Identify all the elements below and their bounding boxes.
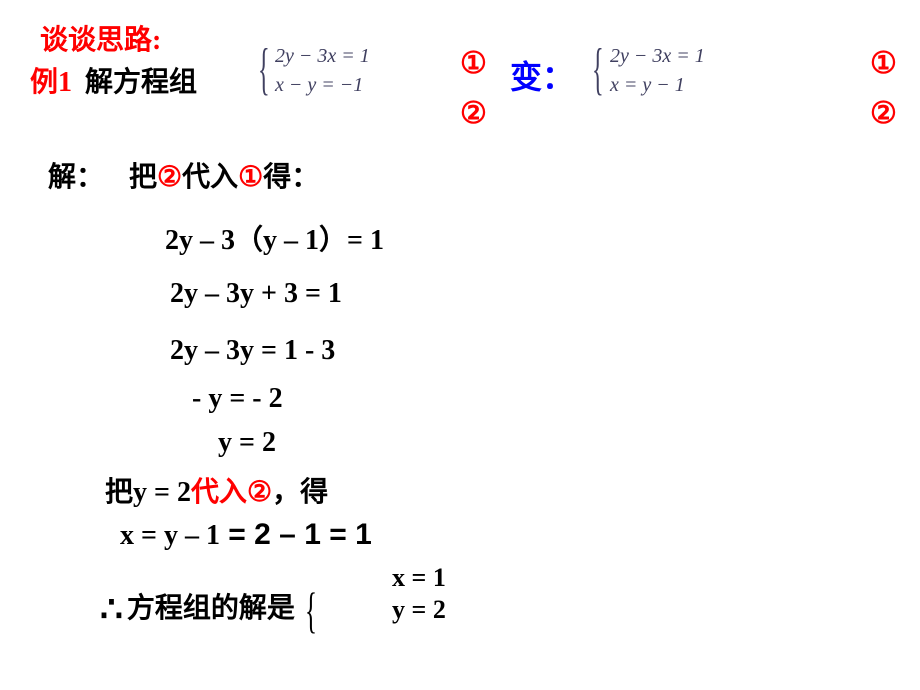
sub-c: ，得 [272, 477, 328, 508]
answer-x: x = 1 [392, 563, 446, 593]
system1-eq1: 2y − 3x = 1 [275, 43, 370, 69]
system1-eq2: x − y = −1 [275, 72, 363, 98]
system2-eq1: 2y − 3x = 1 [610, 43, 705, 69]
sub-a: 把y = 2 [105, 477, 191, 508]
step6a: x = y – 1 [120, 520, 220, 551]
system2-eq2: x = y − 1 [610, 72, 685, 98]
step6b: = 2 – 1 = 1 [220, 518, 372, 551]
example-label: 例1 [30, 67, 72, 98]
step-2: 2y – 3y + 3 = 1 [170, 278, 342, 310]
step-5: y = 2 [218, 427, 276, 459]
intro-m1: ① [238, 161, 263, 192]
thought-heading: 谈谈思路: [40, 18, 161, 58]
marker-1-center: ① [460, 46, 487, 81]
marker-1-right: ① [870, 46, 897, 81]
brace-left-2: { [592, 36, 604, 101]
intro-c: 得： [263, 162, 319, 193]
solution-intro: 解： 把②代入①得： [48, 155, 319, 195]
intro-a: 把 [129, 162, 157, 193]
substitution-line: 把y = 2代入②，得 [105, 470, 328, 510]
intro-b: 代入 [182, 162, 238, 193]
jie-label: 解： [48, 162, 104, 193]
transform-label: 变： [510, 52, 574, 98]
step-3: 2y – 3y = 1 - 3 [170, 335, 335, 367]
conclusion-text: 方程组的解是 [127, 593, 295, 624]
step-1: 2y – 3（y – 1）= 1 [165, 218, 384, 258]
marker-2-right: ② [870, 96, 897, 131]
therefore-symbol: ∴ [100, 589, 123, 629]
step-6: x = y – 1 = 2 – 1 = 1 [120, 518, 372, 552]
answer-y: y = 2 [392, 595, 446, 625]
marker-2-center: ② [460, 96, 487, 131]
sub-m2: ② [247, 476, 272, 507]
intro-m2: ② [157, 161, 182, 192]
brace-left-1: { [258, 36, 270, 101]
step-4: - y = - 2 [192, 383, 283, 415]
sub-b: 代入 [191, 477, 247, 508]
conclusion-line: ∴ 方程组的解是 { [100, 575, 323, 633]
brace-answer: { [305, 581, 317, 639]
example-text: 解方程组 [85, 67, 197, 98]
example-line: 例1 解方程组 [30, 60, 197, 100]
